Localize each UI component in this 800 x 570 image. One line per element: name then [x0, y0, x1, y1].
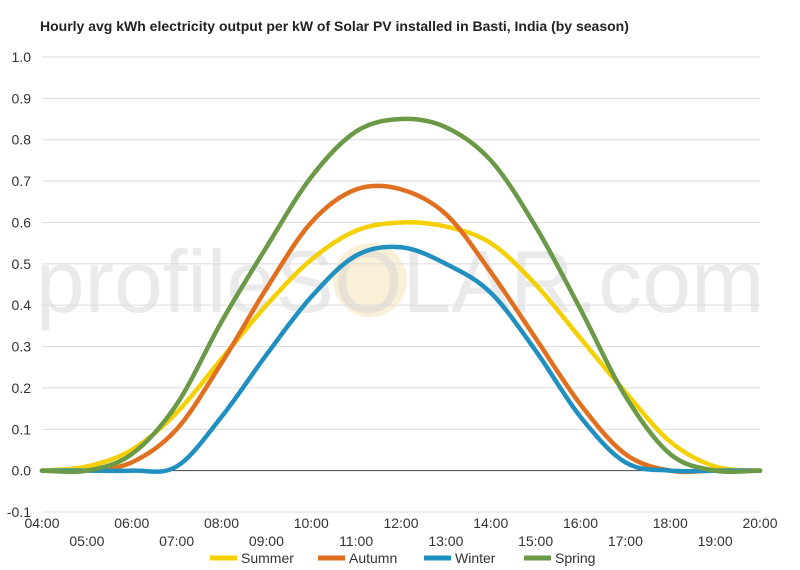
y-tick-label: 0.0	[12, 463, 32, 479]
x-tick-label: 11:00	[339, 533, 373, 549]
y-tick-label: 0.8	[12, 132, 32, 148]
y-tick-label: 0.3	[12, 339, 32, 355]
y-tick-label: 0.5	[12, 256, 32, 272]
x-axis-ticks: 04:00 06:00 08:00 10:00 12:00 14:00 16:00 18:00…	[24, 515, 777, 549]
x-tick-label: 04:00	[24, 515, 59, 531]
y-tick-label: 0.2	[12, 380, 32, 396]
series-lines	[39, 116, 763, 475]
x-tick-label: 16:00	[563, 515, 598, 531]
x-tick-label: 15:00	[518, 533, 553, 549]
y-tick-label: 0.7	[12, 173, 32, 189]
y-tick-label: -0.1	[7, 504, 31, 520]
y-axis-ticks: 1.0 0.9 0.8 0.7 0.6 0.5 0.4 0.3 0.2 0.1 0.0 -0.1	[7, 49, 31, 520]
series-line-winter	[39, 244, 763, 474]
x-tick-label: 06:00	[114, 515, 149, 531]
watermark-sun-icon	[333, 243, 407, 317]
y-tick-label: 0.1	[12, 421, 32, 437]
y-tick-label: 0.4	[12, 297, 32, 313]
x-tick-label: 14:00	[473, 515, 508, 531]
legend: Summer Autumn Winter Spring	[210, 550, 595, 566]
legend-label-spring: Spring	[555, 550, 595, 566]
chart-title: Hourly avg kWh electricity output per kW…	[40, 18, 629, 34]
legend-label-summer: Summer	[241, 550, 294, 566]
y-tick-label: 0.9	[12, 90, 32, 106]
x-tick-label: 12:00	[383, 515, 418, 531]
y-tick-label: 1.0	[12, 49, 32, 65]
series-line-summer	[39, 220, 763, 473]
x-tick-label: 09:00	[249, 533, 284, 549]
x-tick-label: 19:00	[698, 533, 733, 549]
series-line-spring	[39, 116, 763, 475]
legend-label-autumn: Autumn	[349, 550, 397, 566]
x-tick-label: 07:00	[159, 533, 194, 549]
legend-label-winter: Winter	[455, 550, 496, 566]
series-line-autumn	[39, 183, 763, 475]
x-tick-label: 17:00	[608, 533, 643, 549]
x-tick-label: 05:00	[69, 533, 104, 549]
x-tick-label: 08:00	[204, 515, 239, 531]
x-tick-label: 18:00	[653, 515, 688, 531]
x-tick-label: 10:00	[294, 515, 329, 531]
x-tick-label: 13:00	[428, 533, 463, 549]
y-tick-label: 0.6	[12, 214, 32, 230]
x-tick-label: 20:00	[742, 515, 777, 531]
